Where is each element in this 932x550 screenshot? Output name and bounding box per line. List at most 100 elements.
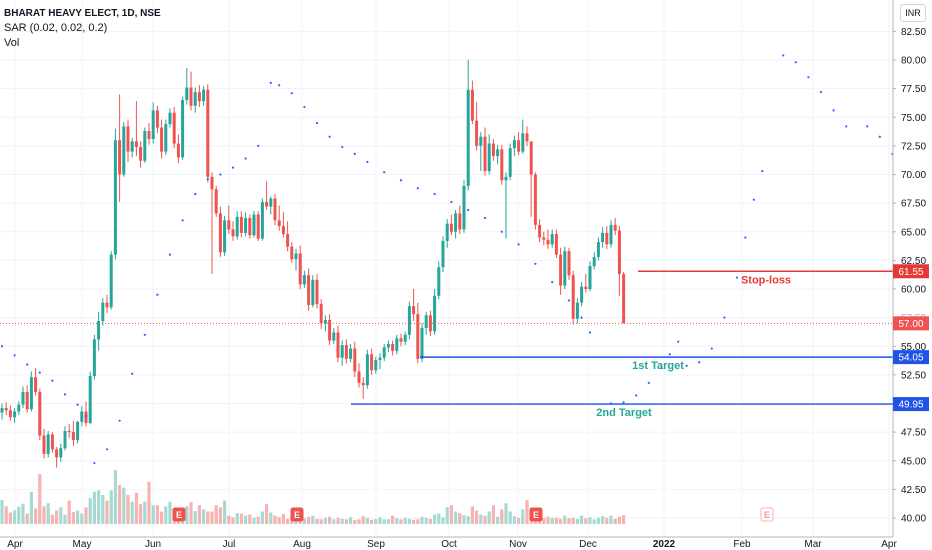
earnings-letter: E [176, 510, 182, 520]
candle-body [613, 224, 617, 231]
candle-body [256, 214, 260, 239]
volume-bar [462, 515, 466, 524]
sar-dot [517, 243, 520, 246]
candle-body [416, 314, 420, 359]
volume-bar [475, 510, 479, 524]
time-tick-label: Jun [145, 539, 161, 550]
sar-dot [588, 331, 592, 334]
candle [38, 388, 42, 441]
candle [227, 205, 231, 235]
volume-bar [235, 513, 239, 524]
price-tag-label: 61.55 [898, 267, 923, 278]
price-tick-label: 70.00 [901, 170, 926, 181]
candle-body [88, 376, 92, 423]
candle-body [4, 408, 8, 411]
volume-bar [554, 517, 558, 524]
candle-body [336, 332, 340, 358]
candle-body [454, 213, 458, 232]
candle-body [80, 411, 84, 422]
volume-indicator-label[interactable]: Vol [4, 37, 20, 49]
candle [294, 248, 298, 271]
candle [118, 94, 122, 202]
candle-body [504, 176, 508, 181]
sar-dot [534, 262, 537, 265]
volume-bar [113, 469, 117, 524]
volume-bar [281, 514, 285, 524]
candle-body [575, 302, 579, 319]
candle [286, 221, 290, 252]
candle [580, 282, 584, 307]
sar-indicator-label[interactable]: SAR (0.02, 0.02, 0.2) [4, 22, 108, 34]
price-tag: 61.55 [893, 264, 929, 279]
candle [571, 270, 575, 325]
currency-button[interactable]: INR [900, 4, 926, 22]
earnings-letter: E [764, 510, 770, 520]
candle [42, 428, 46, 459]
candle-body [290, 246, 294, 260]
time-tick-label: Jul [223, 539, 236, 550]
candle-body [605, 232, 609, 245]
sar-dot [26, 363, 29, 366]
candle [4, 402, 8, 415]
candle-body [407, 306, 411, 335]
sar-dot [341, 145, 344, 149]
candle [420, 323, 424, 363]
candle-body [286, 234, 290, 247]
earnings-marker: E [290, 507, 304, 522]
price-tick-label: 75.00 [901, 113, 926, 124]
volume-bar [71, 512, 75, 524]
sar-dot [84, 414, 88, 418]
candle-body [67, 430, 71, 433]
price-tick-label: 82.50 [901, 27, 926, 38]
candle-body [403, 334, 407, 342]
candle-body [17, 404, 21, 412]
volume-bar [17, 506, 21, 524]
sar-dot [467, 208, 470, 212]
volume-bar [59, 507, 63, 524]
sar-dot [567, 299, 571, 302]
volume-bar [315, 518, 319, 524]
candle [441, 236, 445, 272]
candle [386, 340, 390, 352]
candle-body [349, 348, 353, 359]
price-tick-label: 65.00 [901, 227, 926, 238]
volume-bar [580, 515, 584, 524]
candle-body [542, 237, 546, 240]
time-tick-label: May [73, 539, 92, 550]
candle-body [189, 87, 193, 106]
volume-bar [118, 485, 122, 524]
earnings-letter: E [533, 510, 539, 520]
last-price-tag-bg [893, 316, 929, 331]
candle [529, 141, 533, 217]
candle [525, 126, 529, 146]
volume-bar [13, 510, 17, 524]
volume-bar [269, 512, 273, 524]
candle-body [155, 110, 159, 128]
volume-bar [4, 506, 8, 524]
candle-body [168, 112, 172, 125]
time-tick-label: Sep [367, 539, 385, 550]
candle [365, 349, 369, 389]
candle [290, 242, 294, 263]
symbol-title[interactable]: BHARAT HEAVY ELECT, 1D, NSE [4, 8, 161, 19]
candle [8, 405, 12, 421]
candle [109, 251, 113, 310]
candle-body [235, 216, 239, 237]
volume-bar [202, 509, 206, 524]
candle-body [487, 143, 491, 172]
candle-body [185, 87, 189, 101]
volume-bar [206, 511, 210, 524]
candle-body [391, 343, 395, 351]
candle-body [118, 140, 122, 175]
candle-body [126, 126, 130, 152]
volume-bar [483, 515, 487, 524]
volume-bar [122, 487, 126, 524]
candle [403, 331, 407, 346]
sar-dot [156, 293, 159, 296]
candle-body [248, 218, 252, 236]
candle [113, 128, 117, 260]
candle-body [25, 392, 29, 410]
volume-bar [378, 517, 382, 524]
candle-body [399, 338, 403, 342]
